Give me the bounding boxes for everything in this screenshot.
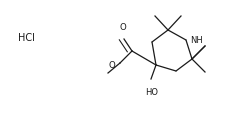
Text: HCl: HCl <box>18 33 34 43</box>
Text: NH: NH <box>190 36 203 45</box>
Text: O: O <box>120 23 126 32</box>
Text: HO: HO <box>146 87 158 96</box>
Text: O: O <box>109 60 115 69</box>
